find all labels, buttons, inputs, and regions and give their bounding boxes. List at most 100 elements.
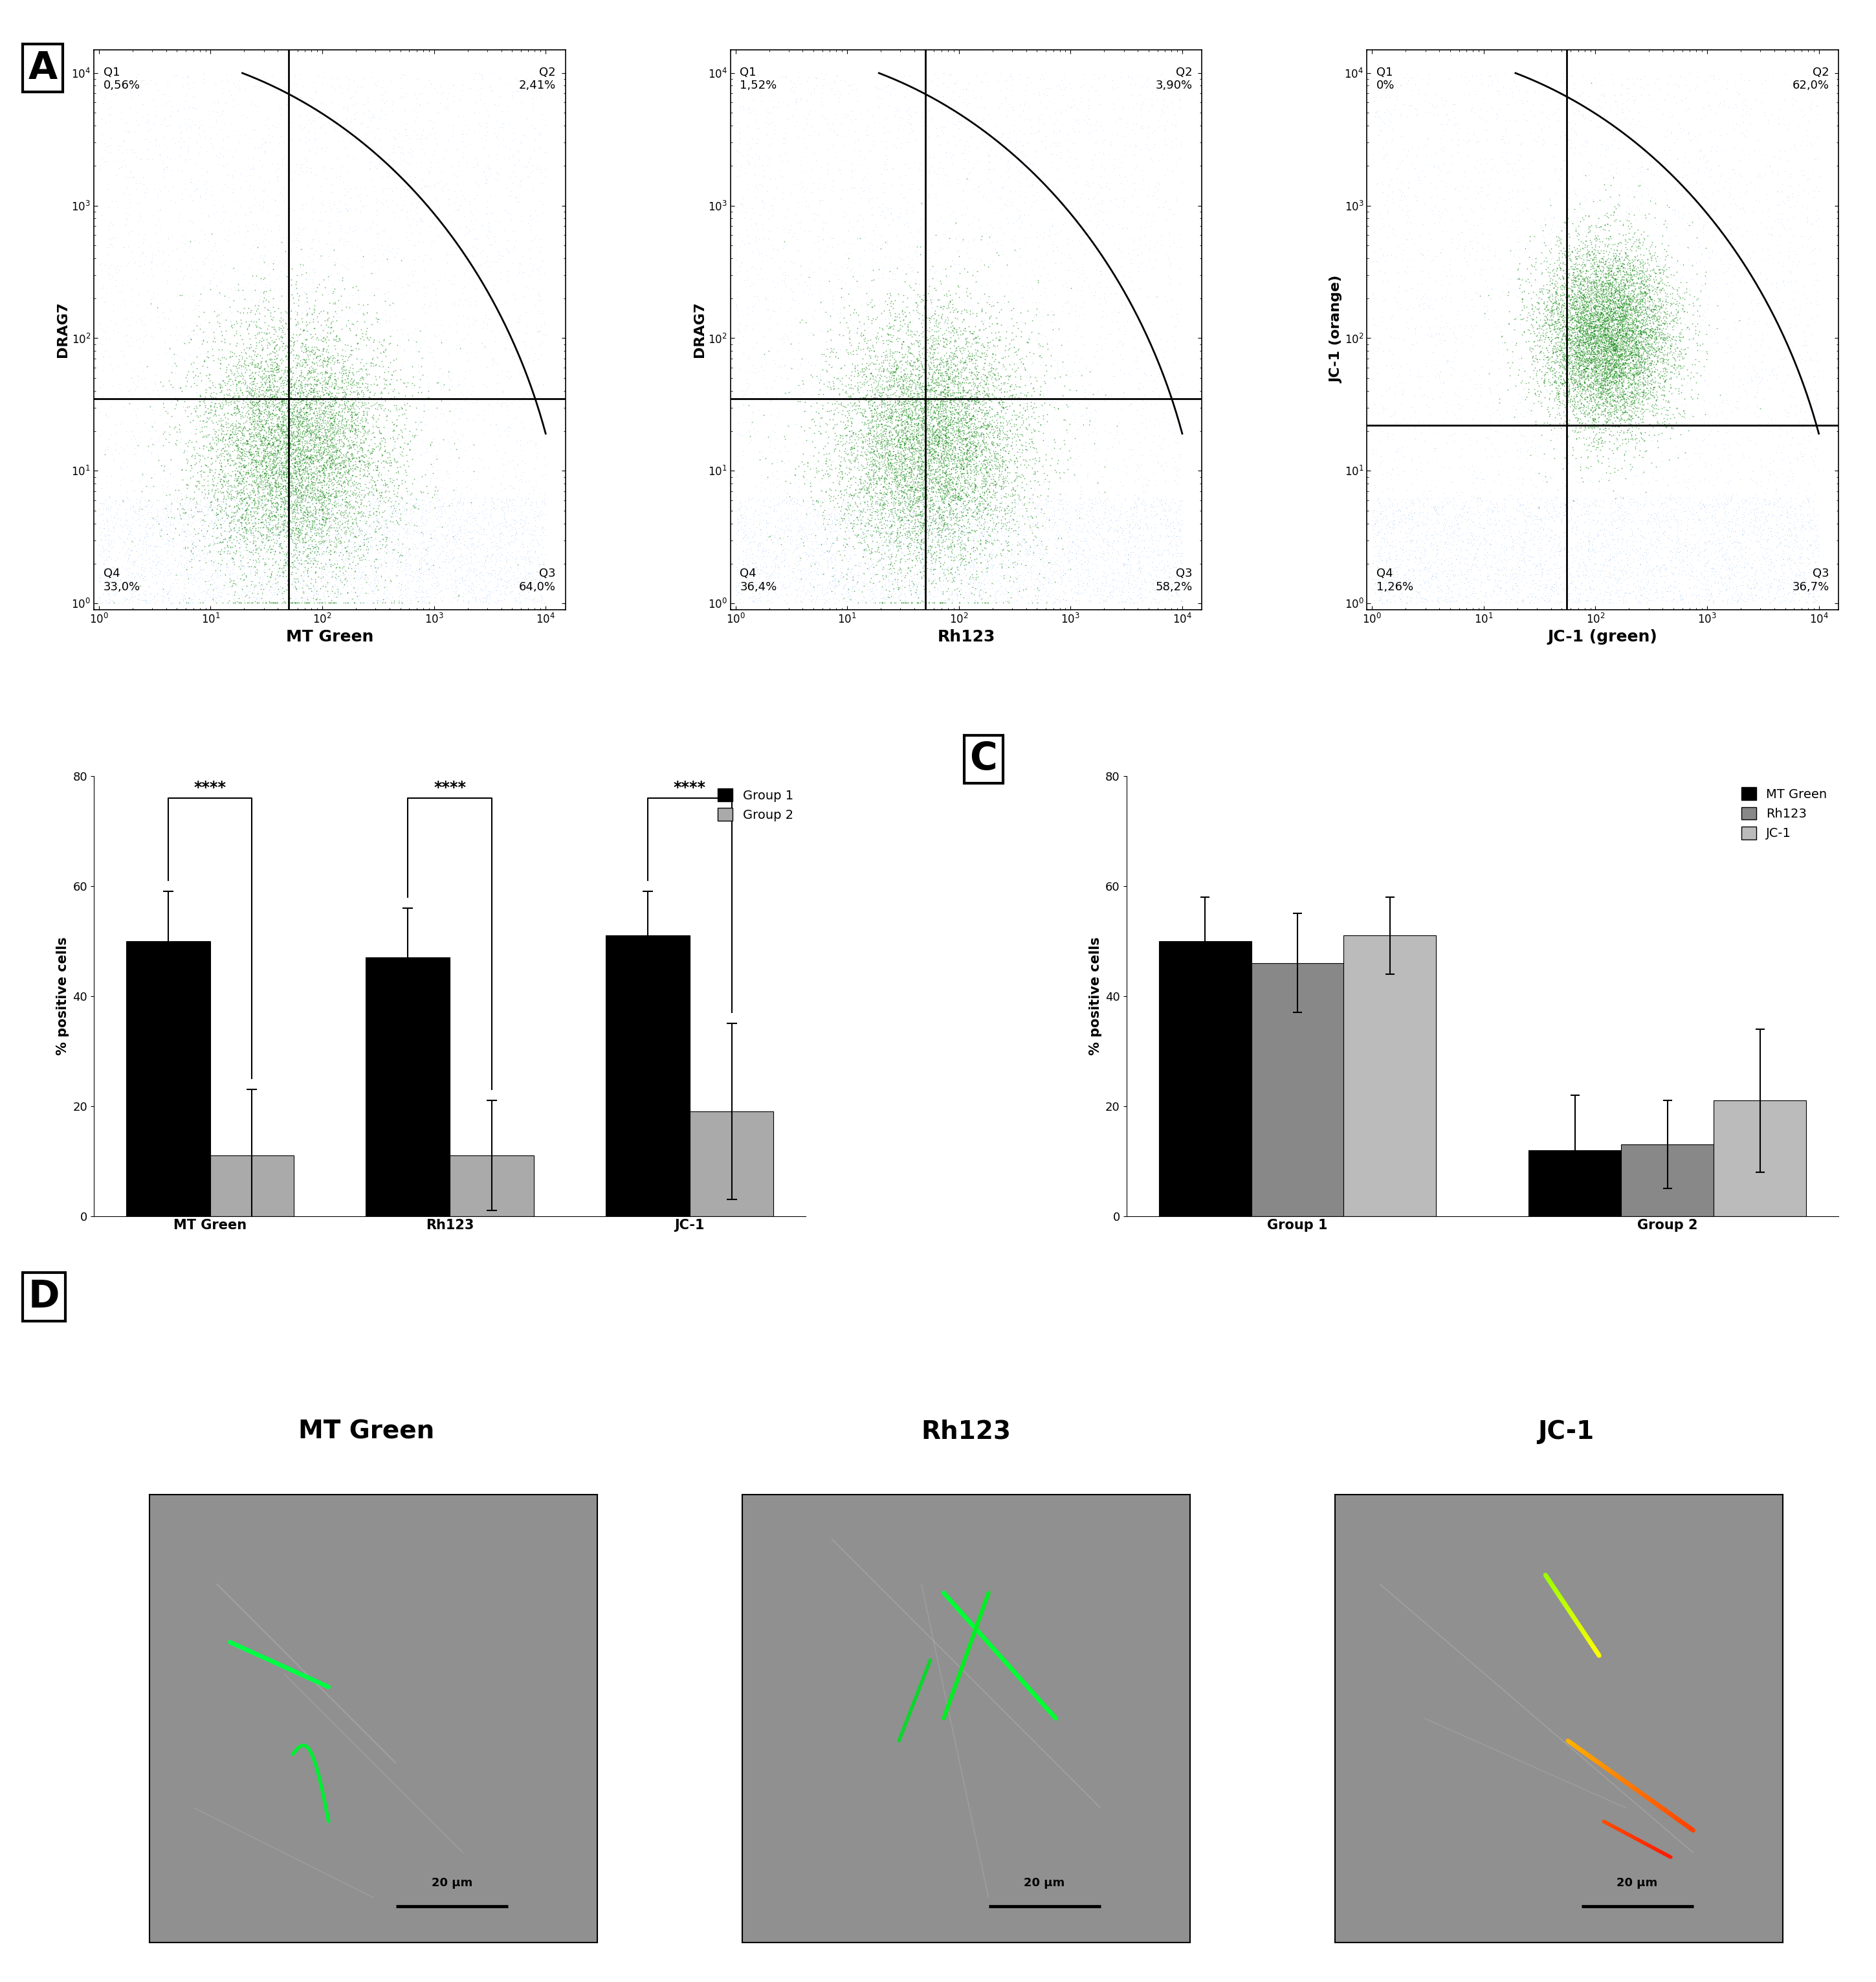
Point bbox=[379, 476, 409, 507]
Point bbox=[390, 277, 420, 309]
Point bbox=[1718, 131, 1748, 163]
Point bbox=[1580, 383, 1610, 414]
Point bbox=[1581, 486, 1611, 517]
Point bbox=[1075, 509, 1105, 541]
Point bbox=[1550, 533, 1580, 565]
Point bbox=[1752, 103, 1782, 135]
Point bbox=[448, 488, 478, 519]
Point bbox=[889, 390, 919, 422]
Point bbox=[895, 99, 925, 131]
Point bbox=[293, 482, 323, 513]
Point bbox=[306, 242, 336, 274]
Point bbox=[206, 375, 236, 406]
Point bbox=[1585, 369, 1615, 400]
Point bbox=[1700, 482, 1730, 513]
Point bbox=[1617, 418, 1647, 450]
Point bbox=[193, 200, 223, 232]
Point bbox=[94, 97, 124, 129]
Point bbox=[250, 460, 280, 492]
Point bbox=[1642, 303, 1672, 335]
Point bbox=[240, 414, 270, 446]
Point bbox=[842, 501, 872, 533]
Point bbox=[1508, 583, 1538, 614]
Point bbox=[1655, 484, 1685, 515]
Point bbox=[1082, 571, 1112, 603]
Point bbox=[255, 523, 285, 555]
Point bbox=[1520, 351, 1550, 383]
Point bbox=[1490, 309, 1520, 341]
Point bbox=[501, 224, 531, 256]
Point bbox=[889, 394, 919, 426]
Point bbox=[1034, 503, 1064, 535]
Point bbox=[840, 442, 870, 474]
Point bbox=[955, 402, 985, 434]
Point bbox=[311, 515, 341, 547]
Point bbox=[272, 440, 302, 472]
Point bbox=[1615, 551, 1645, 583]
Point bbox=[1596, 353, 1626, 385]
Point bbox=[1471, 527, 1501, 559]
Point bbox=[289, 452, 319, 484]
Point bbox=[259, 311, 289, 343]
Point bbox=[1553, 313, 1583, 345]
Point bbox=[891, 478, 921, 509]
Point bbox=[473, 541, 503, 573]
Point bbox=[1662, 274, 1692, 305]
Point bbox=[1613, 258, 1643, 289]
Point bbox=[480, 587, 510, 618]
Point bbox=[477, 482, 507, 513]
Point bbox=[1711, 535, 1741, 567]
Point bbox=[1079, 406, 1109, 438]
Point bbox=[861, 509, 891, 541]
Point bbox=[208, 505, 238, 537]
Point bbox=[219, 456, 250, 488]
Point bbox=[1082, 464, 1112, 496]
Point bbox=[1587, 270, 1617, 301]
Point bbox=[231, 285, 261, 317]
Point bbox=[351, 214, 381, 246]
Point bbox=[1722, 543, 1752, 575]
Point bbox=[150, 577, 180, 608]
Point bbox=[927, 357, 957, 388]
Point bbox=[1604, 313, 1634, 345]
Point bbox=[377, 95, 407, 127]
Point bbox=[869, 295, 899, 327]
Point bbox=[910, 448, 940, 480]
Point bbox=[1596, 319, 1626, 351]
Point bbox=[1606, 327, 1636, 359]
Point bbox=[1630, 277, 1660, 309]
Point bbox=[1580, 293, 1610, 325]
Point bbox=[1563, 353, 1593, 385]
Point bbox=[1598, 329, 1628, 361]
Point bbox=[929, 454, 959, 486]
Point bbox=[1580, 234, 1610, 266]
Point bbox=[1593, 353, 1623, 385]
Point bbox=[1082, 497, 1112, 529]
Point bbox=[936, 527, 966, 559]
Point bbox=[863, 456, 893, 488]
Point bbox=[1550, 325, 1580, 357]
Point bbox=[1745, 573, 1775, 605]
Point bbox=[1608, 133, 1638, 165]
Point bbox=[456, 484, 486, 515]
Point bbox=[961, 385, 991, 416]
Point bbox=[1596, 260, 1626, 291]
Point bbox=[968, 452, 998, 484]
Point bbox=[1037, 587, 1067, 618]
Point bbox=[280, 507, 310, 539]
Point bbox=[947, 226, 977, 258]
Point bbox=[1450, 488, 1480, 519]
Point bbox=[1086, 258, 1116, 289]
Point bbox=[1600, 303, 1630, 335]
Point bbox=[1473, 561, 1503, 593]
Point bbox=[1705, 553, 1735, 585]
Point bbox=[477, 494, 507, 525]
Point bbox=[334, 311, 364, 343]
Point bbox=[820, 398, 850, 430]
Point bbox=[1034, 210, 1064, 242]
Point bbox=[1611, 327, 1642, 359]
Point bbox=[1469, 533, 1499, 565]
Point bbox=[1589, 313, 1619, 345]
Point bbox=[908, 418, 938, 450]
Point bbox=[1801, 547, 1831, 579]
